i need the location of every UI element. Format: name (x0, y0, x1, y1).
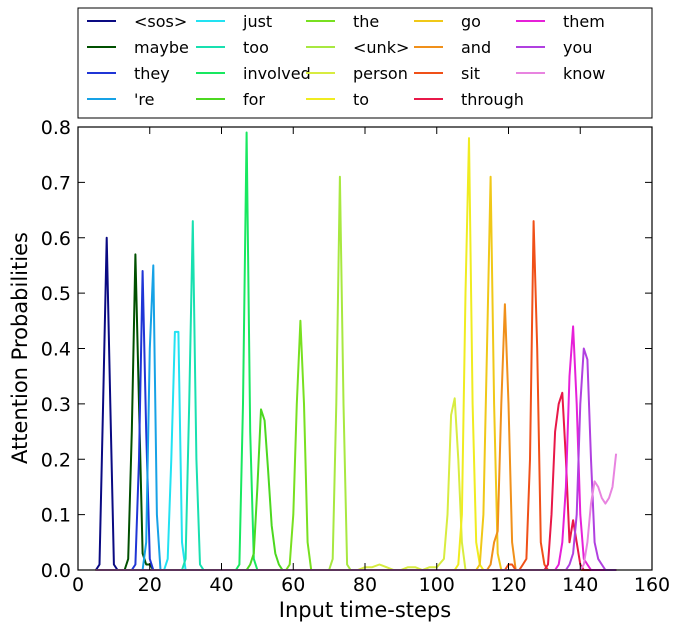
legend-item: you (516, 38, 592, 57)
legend-item: person (306, 64, 408, 83)
x-tick-label: 40 (209, 574, 233, 596)
x-tick-label: 20 (138, 574, 162, 596)
legend-label: person (353, 64, 408, 83)
legend-label: <sos> (134, 12, 187, 31)
legend-label: 're (134, 90, 154, 109)
x-tick-label: 60 (281, 574, 305, 596)
legend-label: for (243, 90, 265, 109)
legend-label: involved (243, 64, 311, 83)
legend-label: go (461, 12, 481, 31)
y-tick-label: 0.1 (41, 505, 71, 527)
legend-item: just (196, 12, 272, 31)
y-tick-label: 0.5 (41, 283, 71, 305)
legend-label: know (563, 64, 605, 83)
legend-label: and (461, 38, 491, 57)
legend-label: they (134, 64, 170, 83)
x-tick-label: 160 (634, 574, 670, 596)
legend-frame (77, 7, 653, 119)
series-line-9 (95, 175, 617, 571)
tick-layer: 0 20 40 60 80 100 120 140 160 0.0 0.1 0.2 0.3 0.4 0.5 0… (41, 117, 670, 596)
series-line-3 (95, 264, 617, 571)
legend-item: <unk> (306, 38, 409, 57)
y-tick-label: 0.6 (41, 228, 71, 250)
legend-item: and (414, 38, 491, 57)
legend-item: sit (414, 64, 480, 83)
legend-item: for (196, 90, 265, 109)
legend-item: 're (87, 90, 154, 109)
y-tick-label: 0.2 (41, 449, 71, 471)
series-line-16 (95, 325, 617, 571)
x-tick-label: 120 (490, 574, 526, 596)
legend: <sos> maybe they 're just too involved for the <u… (77, 7, 653, 119)
series-line-5 (95, 220, 617, 571)
series-line-11 (95, 137, 617, 571)
series-line-13 (95, 303, 617, 571)
y-tick-label: 0.4 (41, 339, 71, 361)
legend-item: to (306, 90, 369, 109)
legend-label: to (353, 90, 369, 109)
series-line-18 (95, 453, 618, 571)
x-tick-label: 140 (562, 574, 598, 596)
legend-label: maybe (134, 38, 189, 57)
legend-item: know (516, 64, 605, 83)
legend-item: through (414, 90, 524, 109)
series-line-17 (95, 347, 617, 571)
series-line-1 (95, 253, 617, 571)
legend-label: sit (461, 64, 480, 83)
y-axis-label: Attention Probabilities (8, 232, 32, 464)
legend-label: through (461, 90, 524, 109)
x-tick-label: 0 (72, 574, 84, 596)
y-tick-label: 0.3 (41, 394, 71, 416)
legend-label: too (243, 38, 269, 57)
legend-label: them (563, 12, 605, 31)
legend-item: <sos> (87, 12, 187, 31)
series-line-7 (95, 408, 617, 571)
legend-item: them (516, 12, 605, 31)
legend-entries: <sos> maybe they 're just too involved for the <u… (87, 12, 605, 109)
legend-item: involved (196, 64, 311, 83)
legend-item: the (306, 12, 379, 31)
legend-item: maybe (87, 38, 189, 57)
y-tick-label: 0.8 (41, 117, 71, 139)
x-tick-label: 80 (353, 574, 377, 596)
legend-label: just (242, 12, 272, 31)
legend-item: too (196, 38, 269, 57)
y-tick-label: 0.7 (41, 172, 71, 194)
legend-item: they (87, 64, 170, 83)
y-tick-label: 0.0 (41, 560, 71, 582)
x-axis-label: Input time-steps (279, 598, 451, 622)
legend-item: go (414, 12, 481, 31)
legend-label: <unk> (353, 38, 409, 57)
legend-label: you (563, 38, 592, 57)
x-tick-label: 100 (419, 574, 455, 596)
legend-label: the (353, 12, 379, 31)
series-line-14 (95, 220, 617, 571)
